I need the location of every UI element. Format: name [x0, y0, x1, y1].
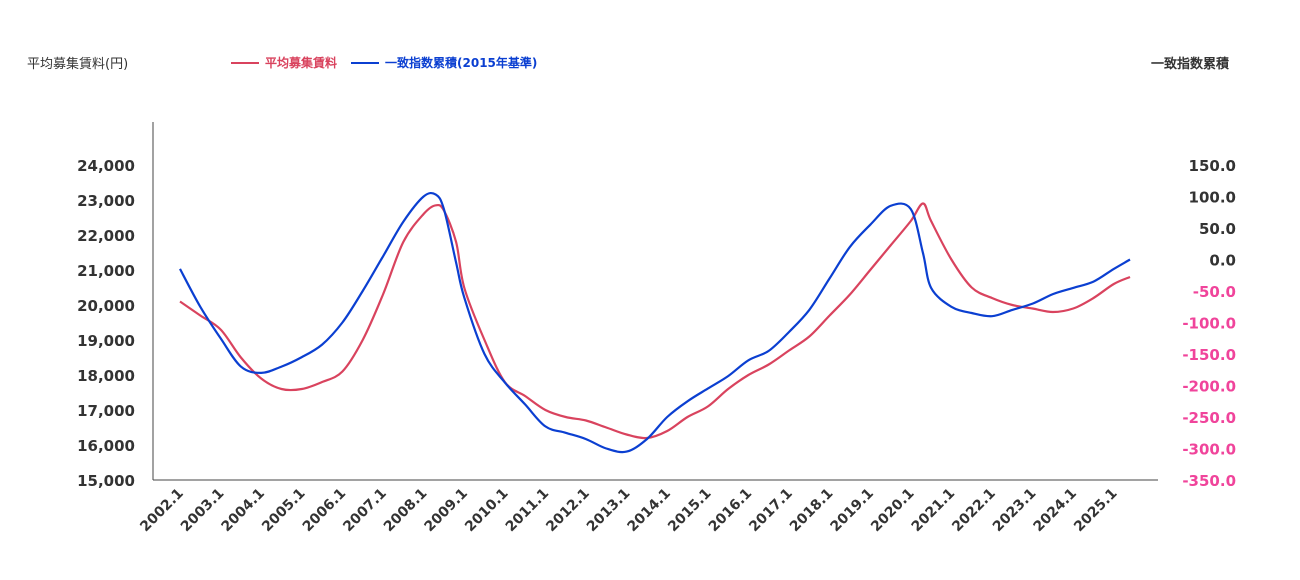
- x-tick-label: 2014.1: [625, 486, 675, 536]
- right-tick-label: -200.0: [1182, 378, 1236, 396]
- chart-legend: 平均募集賃料 一致指数累積(2015年基準): [231, 54, 551, 71]
- series-line-index: [179, 191, 1131, 454]
- left-tick-label: 21,000: [77, 262, 135, 280]
- legend-swatch-index: [351, 61, 380, 64]
- x-tick-label: 2011.1: [503, 486, 553, 536]
- x-tick-label: 2017.1: [746, 486, 796, 536]
- left-tick-label: 22,000: [77, 227, 135, 245]
- right-tick-label: -250.0: [1182, 409, 1236, 427]
- legend-item-index: 一致指数累積(2015年基準): [351, 54, 537, 71]
- x-tick-label: 2012.1: [543, 486, 593, 536]
- left-tick-label: 17,000: [77, 402, 135, 420]
- left-tick-label: 15,000: [77, 472, 135, 490]
- right-tick-label: -100.0: [1182, 315, 1236, 333]
- left-tick-label: 23,000: [77, 192, 135, 210]
- left-tick-label: 16,000: [77, 437, 135, 455]
- x-tick-label: 2021.1: [909, 486, 959, 536]
- legend-label-index: 一致指数累積(2015年基準): [385, 56, 538, 70]
- right-tick-label: -300.0: [1182, 441, 1236, 459]
- left-tick-label: 20,000: [77, 297, 135, 315]
- x-tick-label: 2009.1: [422, 486, 472, 536]
- x-tick-label: 2022.1: [949, 486, 999, 536]
- legend-label-rent: 平均募集賃料: [265, 56, 338, 70]
- right-tick-label: 100.0: [1189, 189, 1236, 207]
- left-tick-label: 24,000: [77, 157, 135, 175]
- x-tick-label: 2020.1: [868, 486, 918, 536]
- x-tick-label: 2013.1: [584, 486, 634, 536]
- x-tick-label: 2016.1: [706, 486, 756, 536]
- legend-item-rent: 平均募集賃料: [231, 54, 337, 71]
- x-tick-label: 2010.1: [462, 486, 512, 536]
- x-tick-label: 2006.1: [300, 486, 350, 536]
- x-tick-label: 2003.1: [178, 486, 228, 536]
- right-tick-label: 150.0: [1189, 157, 1236, 175]
- right-tick-label: 0.0: [1209, 252, 1236, 270]
- x-tick-label: 2004.1: [219, 486, 269, 536]
- x-tick-label: 2007.1: [340, 486, 390, 536]
- x-tick-label: 2025.1: [1071, 486, 1121, 536]
- left-tick-label: 18,000: [77, 367, 135, 385]
- left-tick-label: 19,000: [77, 332, 135, 350]
- series-line-rent: [179, 202, 1131, 440]
- right-tick-label: -350.0: [1182, 472, 1236, 490]
- x-tick-label: 2002.1: [137, 486, 187, 536]
- right-tick-label: -150.0: [1182, 346, 1236, 364]
- x-tick-label: 2018.1: [787, 486, 837, 536]
- x-tick-label: 2019.1: [828, 486, 878, 536]
- x-tick-label: 2024.1: [1031, 486, 1081, 536]
- x-tick-label: 2008.1: [381, 486, 431, 536]
- legend-swatch-rent: [231, 61, 259, 64]
- x-tick-label: 2015.1: [665, 486, 715, 536]
- left-axis-title: 平均募集賃料(円): [27, 57, 129, 72]
- right-tick-label: 50.0: [1199, 220, 1236, 238]
- x-tick-label: 2005.1: [259, 486, 309, 536]
- x-tick-label: 2023.1: [990, 486, 1040, 536]
- right-axis-title: 一致指数累積: [1150, 57, 1229, 72]
- right-tick-label: -50.0: [1193, 283, 1236, 301]
